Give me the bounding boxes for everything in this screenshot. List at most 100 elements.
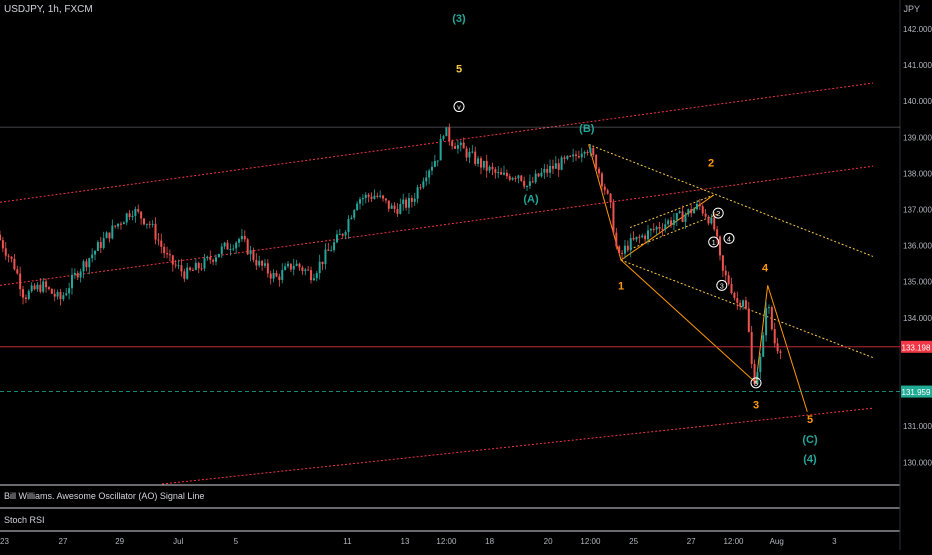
candle-body <box>540 172 543 177</box>
wave-c: (C) <box>802 434 818 446</box>
x-tick-label: 12:00 <box>580 537 601 546</box>
candle-body <box>396 208 399 214</box>
candle-body <box>96 242 99 251</box>
upper-yellow-channel <box>588 144 874 257</box>
candle-body <box>649 228 652 231</box>
candle-body <box>289 263 292 270</box>
candle-body <box>407 198 410 208</box>
candle-body <box>266 263 269 274</box>
candle-body <box>143 218 145 225</box>
candle-body <box>292 265 295 270</box>
candle-body <box>387 200 390 209</box>
x-tick-label: 5 <box>234 537 239 546</box>
candle-body <box>488 166 491 171</box>
candle-body <box>635 236 638 240</box>
candle-body <box>269 273 272 279</box>
candle-body <box>779 351 782 353</box>
candle-body <box>341 233 344 236</box>
candle-body <box>675 212 678 220</box>
candle-body <box>508 176 511 180</box>
candle-body <box>736 298 739 303</box>
candle-body <box>399 204 402 214</box>
candle-body <box>249 250 252 255</box>
candle-body <box>442 136 445 139</box>
symbol-header[interactable]: USDJPY, 1h, FXCM <box>4 4 93 15</box>
candle-body <box>523 180 526 187</box>
candle-body <box>347 219 350 232</box>
candle-body <box>128 213 131 217</box>
candle-body <box>284 266 287 270</box>
candle-body <box>546 169 549 173</box>
candle-body <box>148 223 151 225</box>
wave-a: (A) <box>523 194 539 206</box>
candle-body <box>704 213 707 217</box>
wave-3-circle-ring <box>716 279 728 291</box>
target-level-tag <box>901 385 932 398</box>
candle-body <box>621 253 624 255</box>
wave-5-circle: 5 <box>754 381 758 388</box>
candle-body <box>220 246 223 254</box>
candle-body <box>278 276 281 281</box>
candle-body <box>0 234 1 241</box>
y-tick-label: 138.000 <box>903 169 932 178</box>
wave-1-orange: 1 <box>618 280 624 292</box>
candle-body <box>520 175 523 181</box>
candle-body <box>531 181 534 183</box>
candle-body <box>693 209 696 214</box>
candle-body <box>687 209 690 215</box>
candle-body <box>131 215 134 217</box>
candle-body <box>235 242 238 249</box>
candle-body <box>287 263 289 267</box>
candle-body <box>494 169 497 173</box>
candle-body <box>638 236 641 238</box>
candle-body <box>721 255 724 271</box>
candle-body <box>672 219 675 225</box>
candle-body <box>114 225 117 227</box>
candle-body <box>304 269 307 272</box>
wave-4-intermediate: (4) <box>803 454 817 466</box>
candle-body <box>272 273 275 279</box>
candle-body <box>263 263 266 266</box>
candle-body <box>750 331 753 364</box>
last-price-tag <box>901 340 932 353</box>
candle-body <box>76 272 79 278</box>
ao-pane-title[interactable]: Bill Williams. Awesome Oscillator (AO) S… <box>4 491 205 501</box>
candle-body <box>606 190 609 194</box>
wave-1-circle: 1 <box>712 240 716 247</box>
candle-body <box>91 254 94 259</box>
candle-body <box>42 281 45 292</box>
candle-body <box>240 236 243 240</box>
candle-body <box>215 257 217 262</box>
y-tick-label: 131.000 <box>903 422 932 431</box>
candle-body <box>641 235 644 238</box>
candle-body <box>773 329 776 344</box>
candle-body <box>359 199 361 204</box>
candle-body <box>526 185 529 187</box>
candle-body <box>667 220 670 225</box>
candle-body <box>217 253 220 258</box>
candle-body <box>19 273 22 290</box>
candle-body <box>361 198 364 200</box>
candle-body <box>330 250 333 252</box>
wave-4-circle-ring <box>723 232 735 244</box>
candle-body <box>160 240 163 247</box>
candle-body <box>563 157 566 159</box>
candle-body <box>370 196 373 199</box>
candle-body <box>119 223 122 225</box>
candle-body <box>762 335 765 357</box>
candle-body <box>140 211 143 219</box>
candle-body <box>191 269 194 271</box>
candle-body <box>479 158 482 168</box>
y-tick-label: 136.000 <box>903 242 932 251</box>
x-tick-label: 18 <box>485 537 494 546</box>
x-tick-label: 23 <box>0 537 9 546</box>
stoch-pane-title[interactable]: Stoch RSI <box>4 515 45 525</box>
candle-body <box>27 291 30 300</box>
candle-body <box>451 141 454 147</box>
candle-body <box>586 152 589 154</box>
candles <box>0 123 782 386</box>
candle-body <box>364 194 367 199</box>
wave-5-orange: 5 <box>807 414 813 426</box>
candle-body <box>710 217 713 224</box>
candle-body <box>747 308 750 332</box>
